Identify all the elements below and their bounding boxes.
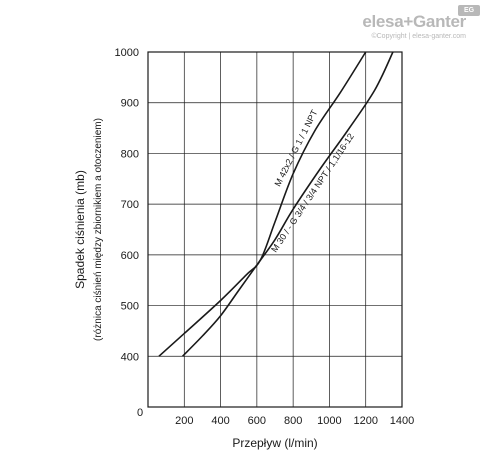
- x-tick-label-1400: 1400: [390, 415, 414, 427]
- brand-badge: EG: [458, 5, 480, 16]
- y-tick-label-900: 900: [121, 98, 139, 110]
- plot-frame: [147, 51, 403, 408]
- x-tick-labels: 200 400 600 800 1000 1200 1400: [175, 415, 414, 427]
- y-tick-labels: 400 500 600 700 800 900 1000: [115, 47, 139, 363]
- y-axis-label: Spadek ciśnienia (mb): [73, 170, 87, 289]
- brand-logo: elesa+Ganter ©Copyright | elesa-ganter.c…: [362, 5, 480, 40]
- series-label-1: M 30 / - G 3/4 / 3/4 NPT / 1,1/16-12: [269, 132, 356, 255]
- chart-grid: [148, 52, 402, 407]
- y-tick-label-400: 400: [121, 351, 139, 363]
- y-tick-label-700: 700: [121, 199, 139, 211]
- y-axis-sublabel: (różnica ciśnień między zbiornikiem a ot…: [93, 118, 104, 341]
- x-tick-label-200: 200: [175, 415, 193, 427]
- x-tick-label-800: 800: [284, 415, 302, 427]
- x-tick-label-1000: 1000: [317, 415, 341, 427]
- x-tick-label-400: 400: [211, 415, 229, 427]
- series-line-0: [158, 51, 367, 357]
- x-axis-label: Przepływ (l/min): [232, 436, 317, 450]
- y-tick-label-500: 500: [121, 301, 139, 313]
- series-label-0: M 42x2 / G 1 / 1 NPT: [272, 108, 319, 188]
- brand-name: elesa+Ganter: [362, 12, 466, 31]
- brand-copyright: ©Copyright | elesa-ganter.com: [371, 33, 466, 40]
- y-tick-label-1000: 1000: [115, 47, 139, 59]
- series-line-1: [181, 51, 394, 357]
- origin-label: 0: [137, 407, 143, 419]
- x-tick-label-600: 600: [248, 415, 266, 427]
- y-tick-label-600: 600: [121, 250, 139, 262]
- y-tick-label-800: 800: [121, 148, 139, 160]
- x-tick-label-1200: 1200: [353, 415, 377, 427]
